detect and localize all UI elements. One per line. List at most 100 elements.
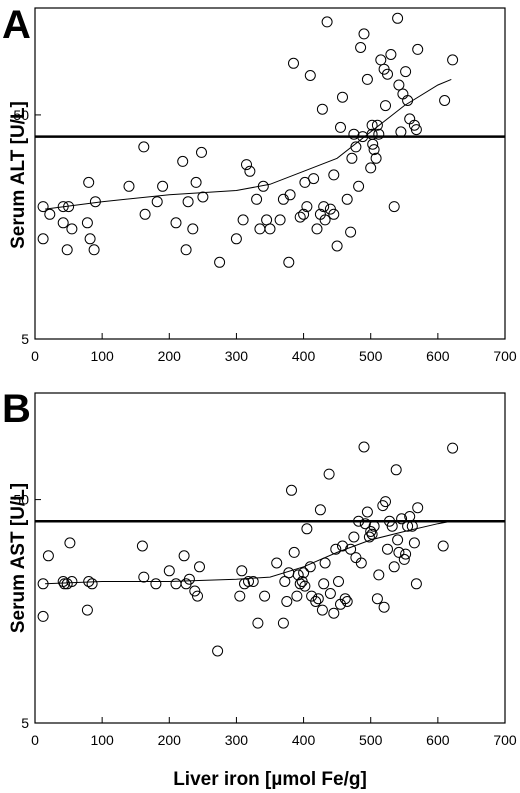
panel-a-data-point (230, 233, 242, 245)
panel-a-data-point (395, 126, 407, 138)
panel-b-data-point (380, 496, 391, 508)
panel-b-data-point (37, 610, 49, 622)
panel-b-data-point (66, 576, 78, 587)
panel-b-data-point (339, 593, 351, 605)
panel-b-data-point (189, 585, 201, 597)
panel-b-data-point (298, 567, 310, 579)
panel-b-data-point (86, 578, 98, 590)
panel-a-data-point (177, 155, 189, 167)
panel-b-data-point (304, 561, 316, 573)
panel-b-data-point (345, 543, 357, 555)
panel-a-data-point (123, 180, 135, 192)
panel-b-data-point (277, 617, 289, 629)
panel-a-data-point (367, 138, 379, 150)
panel-b-data-point (150, 578, 162, 590)
panel-a-data-point (370, 152, 382, 164)
panel-a-data-point (304, 70, 316, 81)
panel-b-data-point (301, 523, 313, 535)
panel-b-data-point (384, 515, 395, 527)
panel-b-data-point (212, 645, 224, 657)
panel-b-data-point (243, 576, 254, 587)
panel-a-data-point (37, 201, 49, 213)
panel-a-data-point (277, 193, 289, 205)
panel-a-x-tick-label: 400 (292, 348, 316, 364)
panel-b-label: B (2, 387, 31, 431)
panel-a-data-point (328, 169, 340, 181)
panel-a-x-tick-label: 0 (31, 348, 39, 364)
panel-a-x-tick-label: 200 (158, 348, 182, 364)
panel-b-data-point (447, 442, 459, 454)
panel-b-data-point (386, 520, 398, 532)
panel-a-data-point (371, 119, 383, 131)
panel-b-data-point (398, 553, 410, 565)
panel-a-data-point (308, 173, 320, 185)
panel-b-data-point (183, 573, 195, 585)
panel-b-data-point (388, 561, 400, 573)
panel-b-data-point (341, 596, 353, 607)
panel-a-data-point (373, 128, 385, 140)
panel-b-data-point (337, 540, 348, 552)
panel-a-data-point (244, 165, 256, 177)
panel-a-trend-line (45, 78, 452, 210)
panel-b-data-point (406, 520, 418, 532)
panel-b-data-point (194, 561, 205, 573)
panel-a-data-point (382, 68, 393, 80)
panel-a-y-tick-label: 5 (21, 331, 29, 347)
panel-b-data-point (378, 601, 390, 613)
panel-b-data-point (437, 540, 449, 552)
panel-a-data-point (264, 223, 276, 235)
panel-b-data-point (81, 604, 93, 616)
panel-b-data-point (59, 578, 70, 590)
panel-a-data-point (361, 73, 373, 85)
panel-a-data-point (321, 16, 333, 28)
panel-b-x-tick-label: 200 (158, 732, 182, 748)
panel-a-data-point (412, 43, 424, 55)
panel-b-data-point (286, 484, 297, 496)
panel-b-x-tick-label: 300 (225, 732, 249, 748)
panel-b-data-point (163, 565, 175, 577)
panel-b-data-point (400, 548, 412, 560)
panel-a-data-point (319, 214, 331, 226)
panel-b-data-point (247, 576, 259, 587)
panel-a-data-point (288, 57, 299, 69)
panel-a-data-point (254, 223, 266, 235)
panel-a-data-point (393, 79, 405, 91)
panel-b-data-point (314, 504, 326, 516)
panel-a-data-point (139, 208, 151, 220)
panel-b-data-point (37, 578, 49, 590)
panel-a-data-point (331, 240, 343, 252)
panel-a-data-point (83, 176, 95, 188)
panel-a-data-point (385, 49, 397, 60)
panel-b-data-point (390, 464, 402, 476)
panel-b-data-point (138, 571, 150, 583)
panel-a-x-tick-label: 100 (90, 348, 114, 364)
x-axis-label: Liver iron [µmol Fe/g] (173, 769, 367, 790)
panel-a-data-point (180, 244, 192, 256)
panel-a-data-point (257, 180, 269, 192)
panel-b-data-point (396, 513, 408, 525)
panel-a-data-point (380, 100, 391, 112)
panel-a-data-point (410, 124, 422, 136)
panel-a-data-point (88, 244, 100, 256)
panel-a-data-point (57, 201, 69, 213)
panel-b-data-point (83, 576, 95, 587)
panel-a-data-point (89, 196, 101, 208)
panel-b-data-point (333, 576, 344, 587)
panel-a-x-tick-label: 500 (359, 348, 383, 364)
panel-a-x-tick-label: 600 (426, 348, 450, 364)
panel-b-frame (34, 392, 506, 724)
panel-b-data-point (373, 569, 385, 581)
panel-b-data-point (350, 552, 362, 564)
panel-a-data-point (197, 191, 209, 203)
panel-a-data-point (237, 214, 249, 226)
panel-b-data-point (348, 531, 360, 543)
panel-b-data-point (361, 506, 373, 518)
panel-b-data-point (288, 546, 300, 558)
panel-b-data-point (410, 578, 422, 590)
panel-a-data-point (402, 95, 414, 106)
panel-b-data-point (42, 550, 54, 562)
panel-a-data-point (251, 193, 263, 205)
panel-a-data-point (138, 141, 150, 153)
panel-b-data-point (316, 604, 328, 616)
